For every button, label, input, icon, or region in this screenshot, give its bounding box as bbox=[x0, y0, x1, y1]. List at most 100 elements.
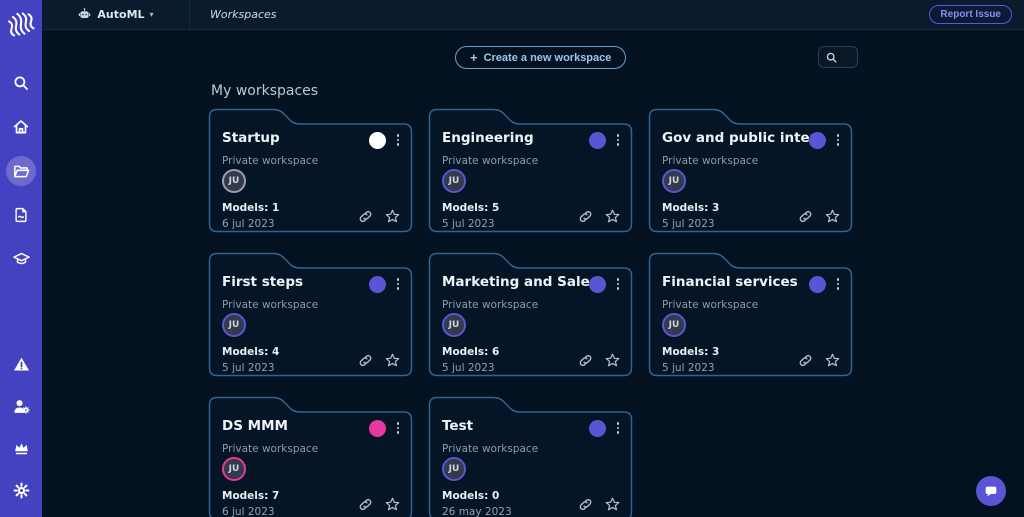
main-content: + Create a new workspace My workspaces S… bbox=[42, 31, 1024, 517]
workspace-color-dot bbox=[369, 420, 386, 437]
workspace-name: First steps bbox=[222, 274, 304, 290]
page-title: Workspaces bbox=[210, 8, 277, 21]
workspace-visibility: Private workspace bbox=[662, 155, 759, 167]
member-avatar: JU bbox=[442, 169, 466, 193]
workspace-menu-button[interactable] bbox=[611, 131, 625, 149]
card-actions bbox=[797, 352, 841, 369]
workspace-card[interactable]: Marketing and Sales Private workspace JU… bbox=[428, 252, 633, 377]
alerts-icon[interactable] bbox=[6, 349, 36, 379]
sidebar-bottom-group bbox=[6, 337, 36, 505]
workspace-menu-button[interactable] bbox=[391, 131, 405, 149]
favorite-star-icon[interactable] bbox=[604, 496, 621, 513]
settings-icon[interactable] bbox=[6, 475, 36, 505]
copy-link-icon[interactable] bbox=[577, 352, 594, 369]
workspace-color-dot bbox=[809, 132, 826, 149]
workspace-name: Test bbox=[442, 418, 474, 434]
sidebar bbox=[0, 0, 42, 517]
folder-outline bbox=[428, 252, 633, 377]
workspace-name: Engineering bbox=[442, 130, 534, 146]
card-actions bbox=[577, 208, 621, 225]
copy-link-icon[interactable] bbox=[577, 496, 594, 513]
member-avatar: JU bbox=[662, 169, 686, 193]
workspace-card[interactable]: Engineering Private workspace JU Models:… bbox=[428, 108, 633, 233]
brand-menu[interactable]: AutoML ▾ bbox=[42, 0, 190, 29]
speech-bubble-icon bbox=[985, 486, 997, 497]
workspace-visibility: Private workspace bbox=[222, 443, 319, 455]
copy-link-icon[interactable] bbox=[357, 208, 374, 225]
learning-icon[interactable] bbox=[6, 244, 36, 274]
workspace-card[interactable]: DS MMM Private workspace JU Models: 7 6 … bbox=[208, 396, 413, 517]
favorite-star-icon[interactable] bbox=[384, 496, 401, 513]
favorite-star-icon[interactable] bbox=[604, 208, 621, 225]
workspace-menu-button[interactable] bbox=[391, 419, 405, 437]
search-icon bbox=[826, 52, 837, 63]
create-workspace-button[interactable]: + Create a new workspace bbox=[455, 46, 627, 69]
home-icon[interactable] bbox=[6, 112, 36, 142]
chat-support-button[interactable] bbox=[976, 476, 1006, 506]
models-count: Models: 6 bbox=[442, 346, 500, 358]
member-avatar: JU bbox=[662, 313, 686, 337]
member-avatar: JU bbox=[442, 457, 466, 481]
folder-outline bbox=[648, 108, 853, 233]
workspace-menu-button[interactable] bbox=[611, 419, 625, 437]
favorite-star-icon[interactable] bbox=[604, 352, 621, 369]
robot-icon bbox=[79, 8, 91, 18]
premium-icon[interactable] bbox=[6, 433, 36, 463]
workspace-card[interactable]: Test Private workspace JU Models: 0 26 m… bbox=[428, 396, 633, 517]
member-avatar: JU bbox=[442, 313, 466, 337]
favorite-star-icon[interactable] bbox=[824, 352, 841, 369]
created-date: 6 jul 2023 bbox=[222, 506, 275, 517]
favorite-star-icon[interactable] bbox=[384, 352, 401, 369]
copy-link-icon[interactable] bbox=[357, 352, 374, 369]
workspaces-folder-icon[interactable] bbox=[6, 156, 36, 186]
documents-icon[interactable] bbox=[6, 200, 36, 230]
copy-link-icon[interactable] bbox=[357, 496, 374, 513]
workspace-card[interactable]: First steps Private workspace JU Models:… bbox=[208, 252, 413, 377]
workspace-menu-button[interactable] bbox=[831, 131, 845, 149]
brand-label: AutoML bbox=[97, 8, 145, 21]
app-logo-icon[interactable] bbox=[5, 6, 37, 42]
card-actions bbox=[577, 352, 621, 369]
member-avatar: JU bbox=[222, 169, 246, 193]
folder-outline bbox=[208, 252, 413, 377]
workspace-card[interactable]: Financial services Private workspace JU … bbox=[648, 252, 853, 377]
created-date: 5 jul 2023 bbox=[442, 362, 495, 374]
workspace-visibility: Private workspace bbox=[662, 299, 759, 311]
created-date: 5 jul 2023 bbox=[662, 362, 715, 374]
workspace-menu-button[interactable] bbox=[391, 275, 405, 293]
workspace-card[interactable]: Gov and public interest Private workspac… bbox=[648, 108, 853, 233]
card-actions bbox=[357, 208, 401, 225]
workspace-color-dot bbox=[369, 276, 386, 293]
created-date: 5 jul 2023 bbox=[442, 218, 495, 230]
workspace-color-dot bbox=[589, 420, 606, 437]
copy-link-icon[interactable] bbox=[797, 352, 814, 369]
models-count: Models: 1 bbox=[222, 202, 280, 214]
workspace-card[interactable]: Startup Private workspace JU Models: 1 6… bbox=[208, 108, 413, 233]
user-settings-icon[interactable] bbox=[6, 391, 36, 421]
workspace-search-input[interactable] bbox=[818, 46, 858, 68]
workspace-color-dot bbox=[589, 132, 606, 149]
report-issue-button[interactable]: Report Issue bbox=[929, 5, 1012, 24]
workspace-name: DS MMM bbox=[222, 418, 288, 434]
workspace-menu-button[interactable] bbox=[831, 275, 845, 293]
card-actions bbox=[357, 352, 401, 369]
favorite-star-icon[interactable] bbox=[824, 208, 841, 225]
folder-outline bbox=[428, 108, 633, 233]
workspace-visibility: Private workspace bbox=[222, 155, 319, 167]
models-count: Models: 5 bbox=[442, 202, 500, 214]
copy-link-icon[interactable] bbox=[577, 208, 594, 225]
workspace-menu-button[interactable] bbox=[611, 275, 625, 293]
workspace-color-dot bbox=[809, 276, 826, 293]
chevron-down-icon: ▾ bbox=[149, 10, 154, 19]
plus-icon: + bbox=[470, 50, 478, 65]
copy-link-icon[interactable] bbox=[797, 208, 814, 225]
workspace-visibility: Private workspace bbox=[442, 299, 539, 311]
workspace-grid: Startup Private workspace JU Models: 1 6… bbox=[208, 108, 853, 517]
folder-outline bbox=[208, 108, 413, 233]
created-date: 6 jul 2023 bbox=[222, 218, 275, 230]
search-icon[interactable] bbox=[6, 68, 36, 98]
models-count: Models: 3 bbox=[662, 202, 720, 214]
favorite-star-icon[interactable] bbox=[384, 208, 401, 225]
workspace-visibility: Private workspace bbox=[442, 155, 539, 167]
workspace-name: Financial services bbox=[662, 274, 798, 290]
